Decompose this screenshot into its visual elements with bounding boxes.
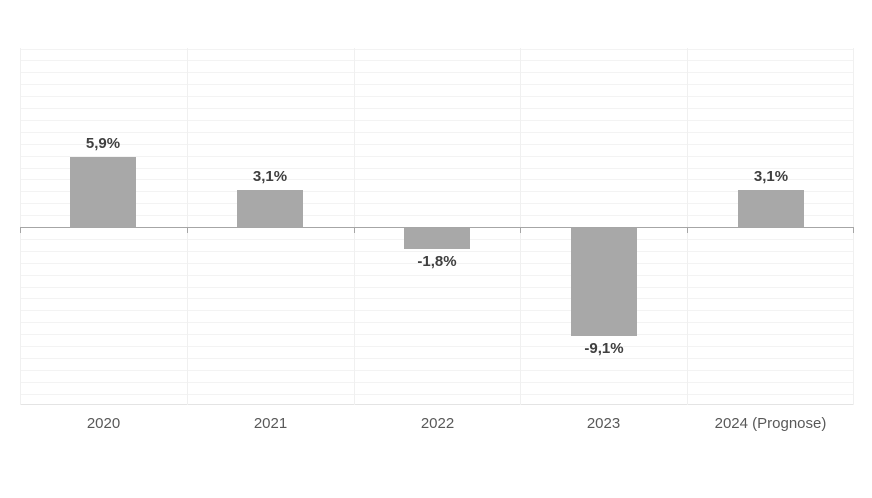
horizontal-gridline xyxy=(20,310,854,311)
x-axis-label: 2022 xyxy=(420,415,455,432)
value-label: -1,8% xyxy=(417,253,457,270)
horizontal-gridline xyxy=(20,96,854,97)
value-label: 3,1% xyxy=(252,168,288,185)
x-axis-label: 2020 xyxy=(86,415,121,432)
horizontal-gridline xyxy=(20,370,854,371)
value-label: 5,9% xyxy=(85,135,121,152)
zero-axis-line xyxy=(20,227,854,233)
horizontal-gridline xyxy=(20,251,854,252)
horizontal-gridline xyxy=(20,72,854,73)
horizontal-gridline xyxy=(20,346,854,347)
x-axis-label: 2024 (Prognose) xyxy=(714,415,827,432)
horizontal-gridline xyxy=(20,322,854,323)
horizontal-gridline xyxy=(20,382,854,383)
horizontal-gridline xyxy=(20,49,854,50)
bar-2024 xyxy=(738,190,804,227)
bar-2022 xyxy=(404,228,470,249)
vertical-gridline xyxy=(20,48,21,405)
value-label: 3,1% xyxy=(753,168,789,185)
horizontal-gridline xyxy=(20,275,854,276)
horizontal-gridline xyxy=(20,120,854,121)
horizontal-gridline xyxy=(20,404,854,405)
bar-2021 xyxy=(237,190,303,227)
vertical-gridline xyxy=(853,48,854,405)
x-axis-label: 2021 xyxy=(253,415,288,432)
horizontal-gridline xyxy=(20,179,854,180)
vertical-gridline xyxy=(354,48,355,405)
horizontal-gridline xyxy=(20,84,854,85)
horizontal-gridline xyxy=(20,144,854,145)
axis-tick xyxy=(687,228,688,233)
horizontal-gridline xyxy=(20,263,854,264)
horizontal-gridline xyxy=(20,287,854,288)
horizontal-gridline xyxy=(20,191,854,192)
axis-tick xyxy=(20,228,21,233)
horizontal-gridline xyxy=(20,60,854,61)
bar-2023 xyxy=(571,228,637,336)
vertical-gridline xyxy=(520,48,521,405)
vertical-gridline xyxy=(187,48,188,405)
horizontal-gridline xyxy=(20,334,854,335)
horizontal-gridline xyxy=(20,168,854,169)
axis-tick xyxy=(520,228,521,233)
horizontal-gridline xyxy=(20,394,854,395)
axis-tick xyxy=(354,228,355,233)
horizontal-gridline xyxy=(20,298,854,299)
horizontal-gridline xyxy=(20,132,854,133)
plot-area: 5,9% 3,1% -1,8% -9,1% 3,1% 2020 2021 2022 2023 20… xyxy=(20,48,854,432)
horizontal-gridline xyxy=(20,203,854,204)
axis-tick xyxy=(853,228,854,233)
horizontal-gridline xyxy=(20,156,854,157)
horizontal-gridline xyxy=(20,108,854,109)
vertical-gridline xyxy=(687,48,688,405)
value-label: -9,1% xyxy=(584,340,624,357)
axis-tick xyxy=(187,228,188,233)
bar-2020 xyxy=(70,157,136,227)
horizontal-gridline xyxy=(20,215,854,216)
x-axis-label: 2023 xyxy=(586,415,621,432)
horizontal-gridline xyxy=(20,358,854,359)
